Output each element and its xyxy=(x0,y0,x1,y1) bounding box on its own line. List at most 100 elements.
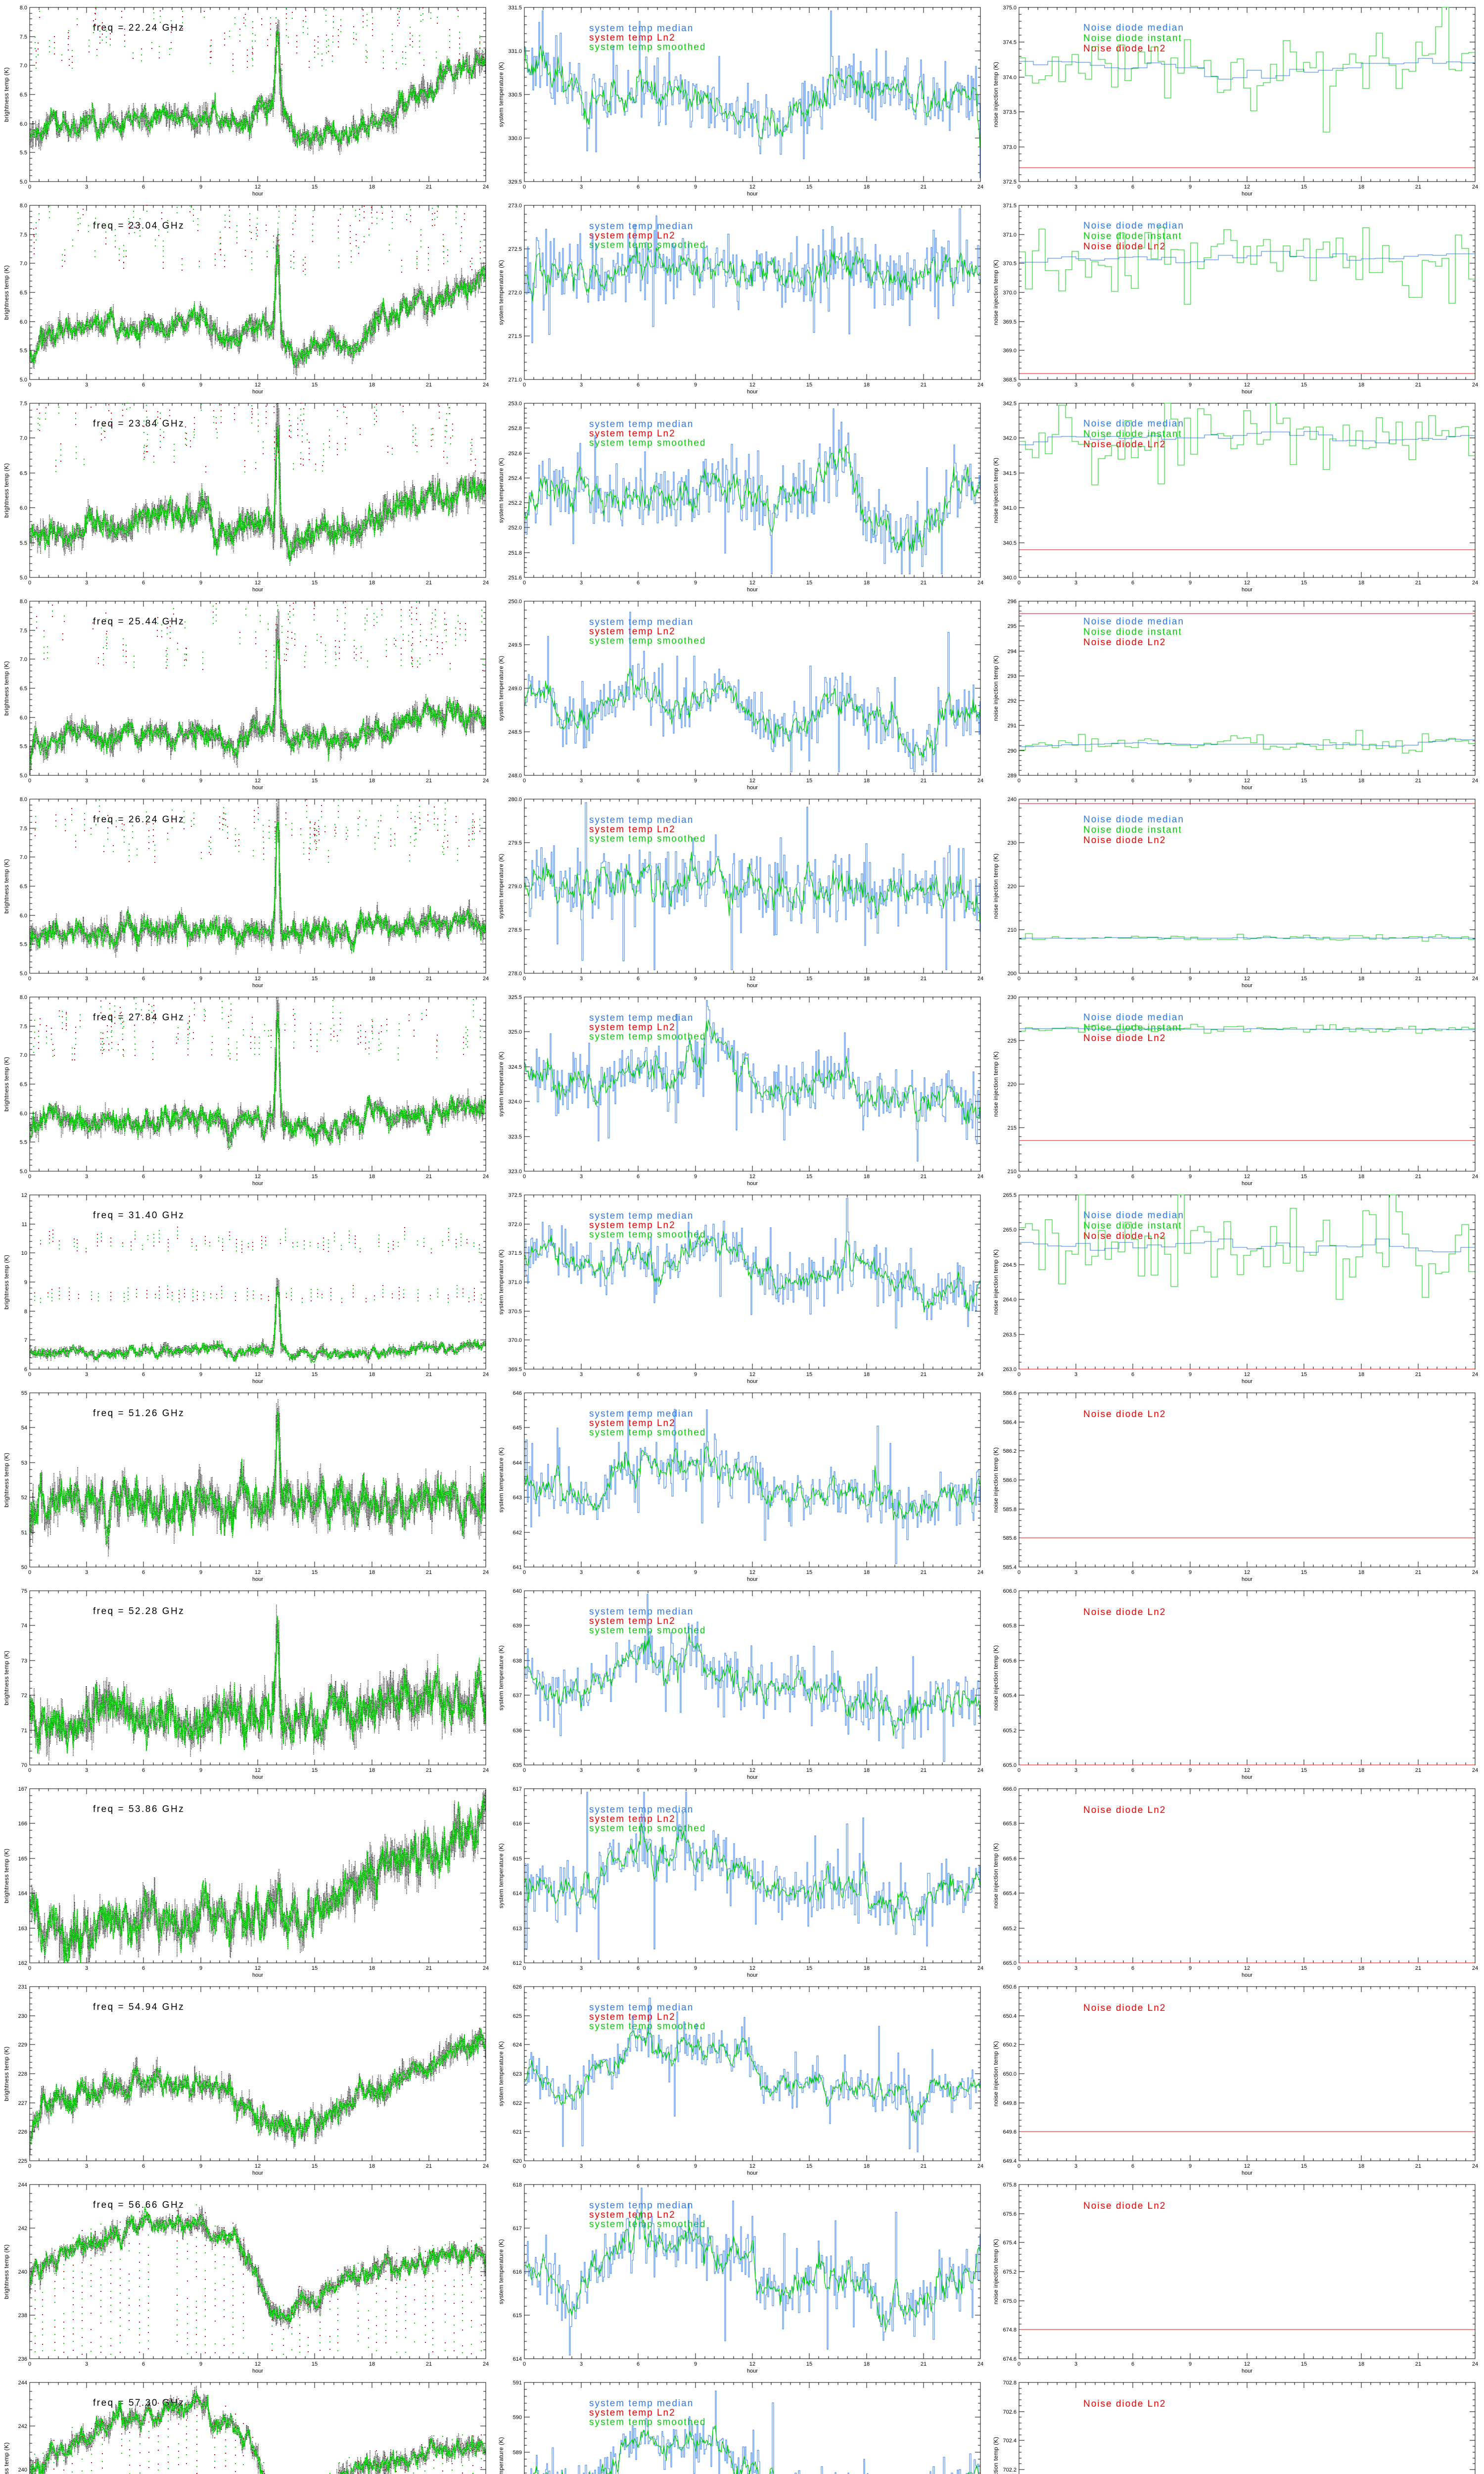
svg-text:665.4: 665.4 xyxy=(1003,1891,1017,1897)
svg-text:9: 9 xyxy=(199,1372,202,1378)
svg-text:Noise diode Ln2: Noise diode Ln2 xyxy=(1083,2399,1166,2409)
svg-text:375.0: 375.0 xyxy=(1003,5,1017,11)
svg-text:615: 615 xyxy=(513,1856,522,1862)
svg-text:5.0: 5.0 xyxy=(20,773,27,779)
svg-text:0: 0 xyxy=(28,2361,31,2367)
svg-text:3: 3 xyxy=(1074,580,1077,586)
svg-text:system temperature (K): system temperature (K) xyxy=(498,2041,505,2106)
svg-text:9: 9 xyxy=(1189,580,1192,586)
svg-text:brightness temp (K): brightness temp (K) xyxy=(3,859,10,913)
svg-text:251.8: 251.8 xyxy=(508,550,522,556)
svg-text:702.4: 702.4 xyxy=(1003,2438,1017,2444)
svg-text:brightness temp (K): brightness temp (K) xyxy=(3,2244,10,2299)
svg-text:hour: hour xyxy=(1242,1379,1252,1384)
svg-text:674.8: 674.8 xyxy=(1003,2327,1017,2333)
svg-text:18: 18 xyxy=(369,2163,375,2169)
svg-text:12: 12 xyxy=(1244,382,1250,388)
svg-text:242: 242 xyxy=(18,2424,27,2429)
svg-text:242: 242 xyxy=(18,2226,27,2232)
svg-text:5.0: 5.0 xyxy=(20,575,27,581)
svg-text:5.0: 5.0 xyxy=(20,377,27,383)
svg-text:15: 15 xyxy=(806,2163,812,2169)
svg-text:6: 6 xyxy=(1131,1570,1134,1575)
svg-text:7.0: 7.0 xyxy=(20,261,27,267)
svg-text:586.4: 586.4 xyxy=(1003,1420,1017,1426)
svg-text:278.0: 278.0 xyxy=(508,971,522,977)
svg-text:21: 21 xyxy=(426,2163,432,2169)
svg-text:brightness temp (K): brightness temp (K) xyxy=(3,2442,10,2474)
svg-text:21: 21 xyxy=(426,580,432,586)
svg-text:Noise diode Ln2: Noise diode Ln2 xyxy=(1083,1033,1166,1044)
svg-text:Noise diode Ln2: Noise diode Ln2 xyxy=(1083,2201,1166,2211)
svg-text:279.0: 279.0 xyxy=(508,884,522,890)
svg-text:702.6: 702.6 xyxy=(1003,2409,1017,2415)
svg-text:noise injection temp (K): noise injection temp (K) xyxy=(992,2437,999,2474)
svg-text:0: 0 xyxy=(1018,184,1020,190)
svg-text:15: 15 xyxy=(806,1767,812,1773)
svg-text:18: 18 xyxy=(1358,2361,1364,2367)
svg-text:280.0: 280.0 xyxy=(508,797,522,803)
svg-text:3: 3 xyxy=(1074,1965,1077,1971)
svg-text:617: 617 xyxy=(513,2226,522,2232)
svg-text:hour: hour xyxy=(252,1972,263,1978)
svg-text:252.0: 252.0 xyxy=(508,525,522,531)
svg-text:system temp median: system temp median xyxy=(589,815,694,825)
svg-text:649.6: 649.6 xyxy=(1003,2129,1017,2135)
svg-text:freq = 57.30 GHz: freq = 57.30 GHz xyxy=(93,2398,185,2408)
svg-text:21: 21 xyxy=(426,976,432,982)
svg-text:6: 6 xyxy=(142,2361,145,2367)
svg-text:system temperature (K): system temperature (K) xyxy=(498,1645,505,1711)
svg-text:24: 24 xyxy=(977,2163,983,2169)
svg-text:hour: hour xyxy=(1242,389,1252,395)
svg-text:system temp median: system temp median xyxy=(589,23,694,34)
svg-text:Noise diode median: Noise diode median xyxy=(1083,1210,1184,1221)
svg-text:6.5: 6.5 xyxy=(20,686,27,692)
svg-text:635: 635 xyxy=(513,1762,522,1768)
svg-text:341.5: 341.5 xyxy=(1003,471,1017,476)
svg-text:6: 6 xyxy=(637,2163,640,2169)
svg-text:374.5: 374.5 xyxy=(1003,40,1017,46)
svg-text:5.5: 5.5 xyxy=(20,348,27,354)
svg-text:9: 9 xyxy=(1189,1372,1192,1378)
svg-text:system temperature (K): system temperature (K) xyxy=(498,260,505,325)
svg-text:21: 21 xyxy=(921,976,927,982)
svg-text:620: 620 xyxy=(513,2158,522,2164)
svg-text:24: 24 xyxy=(483,1570,489,1575)
svg-text:21: 21 xyxy=(426,2361,432,2367)
svg-text:18: 18 xyxy=(864,1965,870,1971)
svg-text:18: 18 xyxy=(1358,382,1364,388)
svg-text:24: 24 xyxy=(977,2361,983,2367)
svg-text:342.5: 342.5 xyxy=(1003,401,1017,407)
svg-text:12: 12 xyxy=(255,1767,261,1773)
svg-text:21: 21 xyxy=(921,778,927,784)
svg-text:7.5: 7.5 xyxy=(20,1024,27,1030)
svg-text:253.0: 253.0 xyxy=(508,401,522,407)
svg-text:0: 0 xyxy=(28,580,31,586)
svg-text:325.0: 325.0 xyxy=(508,1029,522,1035)
svg-text:18: 18 xyxy=(369,184,375,190)
svg-text:21: 21 xyxy=(921,580,927,586)
svg-text:3: 3 xyxy=(580,184,583,190)
svg-text:21: 21 xyxy=(426,1767,432,1773)
svg-text:649.8: 649.8 xyxy=(1003,2100,1017,2106)
svg-text:hour: hour xyxy=(252,1576,263,1582)
svg-text:24: 24 xyxy=(1472,1372,1478,1378)
svg-text:15: 15 xyxy=(312,2361,318,2367)
svg-text:hour: hour xyxy=(1242,2368,1252,2374)
svg-text:system temp median: system temp median xyxy=(589,2002,694,2013)
svg-text:system temperature (K): system temperature (K) xyxy=(498,1051,505,1117)
svg-text:21: 21 xyxy=(1415,1767,1421,1773)
svg-text:240: 240 xyxy=(18,2269,27,2275)
svg-text:noise injection temp (K): noise injection temp (K) xyxy=(992,458,999,523)
svg-text:hour: hour xyxy=(1242,1181,1252,1187)
svg-text:666.0: 666.0 xyxy=(1003,1786,1017,1792)
svg-text:240: 240 xyxy=(18,2467,27,2473)
svg-text:585.4: 585.4 xyxy=(1003,1565,1017,1570)
svg-text:6: 6 xyxy=(637,1372,640,1378)
svg-text:0: 0 xyxy=(1018,382,1020,388)
svg-text:24: 24 xyxy=(1472,184,1478,190)
svg-text:15: 15 xyxy=(312,2163,318,2169)
svg-text:6: 6 xyxy=(142,1372,145,1378)
svg-text:591: 591 xyxy=(513,2380,522,2386)
svg-text:650.6: 650.6 xyxy=(1003,1984,1017,1990)
